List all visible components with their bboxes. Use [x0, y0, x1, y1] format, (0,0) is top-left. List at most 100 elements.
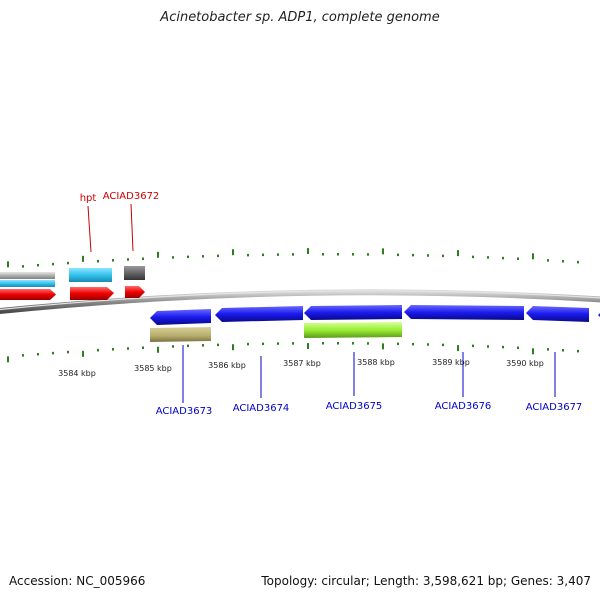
genome-title: Acinetobacter sp. ADP1, complete genome	[160, 10, 440, 25]
minor-tick	[292, 342, 294, 345]
tick-row-lower	[7, 342, 579, 363]
minor-tick	[562, 348, 564, 352]
minor-tick	[472, 344, 474, 348]
aciad3676-arrow	[404, 305, 524, 320]
minor-tick	[292, 253, 294, 256]
hpt-red-arrow	[70, 287, 114, 300]
minor-tick	[187, 344, 189, 348]
gene-label-aciad3674[interactable]: ACIAD3674	[233, 403, 290, 414]
hpt-cyan-feature	[69, 268, 112, 282]
minor-tick	[202, 344, 204, 347]
minor-tick	[262, 253, 264, 257]
minor-tick	[517, 257, 519, 261]
minor-tick	[547, 348, 549, 351]
minor-tick	[397, 342, 399, 346]
minor-tick	[172, 345, 174, 348]
gene-label-aciad3677[interactable]: ACIAD3677	[526, 402, 583, 413]
minor-tick	[322, 253, 324, 256]
aciad3675-arrow	[304, 305, 402, 320]
minor-tick	[412, 342, 414, 346]
minor-tick	[562, 259, 564, 263]
minor-tick	[487, 256, 489, 259]
gene-leader-hpt	[87, 205, 92, 253]
minor-tick	[472, 255, 474, 259]
minor-tick	[577, 349, 579, 353]
minor-tick	[37, 263, 39, 267]
minor-tick	[277, 342, 279, 345]
minor-tick	[247, 342, 249, 346]
kbp-scale-labels: 3584 kbp 3585 kbp 3586 kbp 3587 kbp 3588…	[58, 358, 544, 378]
minor-tick	[337, 342, 339, 345]
minor-tick	[277, 253, 279, 256]
gene-label-aciad3673[interactable]: ACIAD3673	[156, 406, 213, 417]
scale-label-3588: 3588 kbp	[357, 358, 395, 367]
gene-label-aciad3672[interactable]: ACIAD3672	[103, 191, 160, 202]
minor-tick	[352, 342, 354, 345]
genome-backbone	[0, 289, 600, 315]
minor-tick	[112, 259, 114, 262]
gene-label-aciad3675[interactable]: ACIAD3675	[326, 401, 383, 412]
minor-tick	[397, 253, 399, 257]
aciad3672-red-arrow	[125, 286, 145, 298]
minor-tick	[337, 253, 339, 256]
minor-tick	[412, 253, 414, 257]
reverse-strand-features	[150, 305, 600, 342]
forward-strand-features	[0, 266, 145, 300]
minor-tick	[217, 254, 219, 258]
minor-tick	[187, 255, 189, 259]
minor-tick	[427, 343, 429, 346]
minor-tick	[547, 259, 549, 262]
forward-gene-labels: hpt ACIAD3672	[80, 191, 160, 253]
scale-label-3587: 3587 kbp	[283, 359, 321, 368]
minor-tick	[112, 348, 114, 351]
aciad3673-arrow	[150, 309, 211, 325]
reverse-gene-labels: ACIAD3673 ACIAD3674 ACIAD3675 ACIAD3676 …	[156, 345, 583, 417]
aciad3672-grey-feature	[124, 266, 145, 280]
minor-tick	[97, 348, 99, 352]
minor-tick	[202, 255, 204, 258]
minor-tick	[52, 351, 54, 355]
gene-label-hpt[interactable]: hpt	[80, 193, 97, 204]
olive-feature	[150, 327, 211, 342]
grey-cds-arrow	[0, 272, 55, 279]
genome-backbone-highlight	[0, 290, 600, 311]
minor-tick	[142, 257, 144, 260]
minor-tick	[502, 345, 504, 349]
minor-tick	[52, 262, 54, 266]
minor-tick	[367, 342, 369, 345]
minor-tick	[172, 256, 174, 259]
minor-tick	[22, 265, 24, 268]
scale-label-3586: 3586 kbp	[208, 361, 246, 370]
minor-tick	[97, 259, 99, 263]
tick-row-upper	[7, 248, 579, 268]
minor-tick	[427, 254, 429, 257]
minor-tick	[517, 346, 519, 350]
aciad3674-arrow	[215, 306, 303, 322]
scale-label-3589: 3589 kbp	[432, 358, 470, 367]
minor-tick	[352, 253, 354, 256]
minor-tick	[442, 254, 444, 258]
footer-accession: Accession: NC_005966	[9, 574, 146, 588]
minor-tick	[127, 258, 129, 261]
minor-tick	[142, 346, 144, 349]
minor-tick	[127, 347, 129, 350]
minor-tick	[67, 350, 69, 354]
minor-tick	[22, 354, 24, 357]
minor-tick	[37, 352, 39, 356]
gene-label-aciad3676[interactable]: ACIAD3676	[435, 401, 492, 412]
footer-summary: Topology: circular; Length: 3,598,621 bp…	[261, 574, 591, 588]
minor-tick	[367, 253, 369, 256]
minor-tick	[262, 342, 264, 346]
minor-tick	[322, 342, 324, 345]
scale-label-3585: 3585 kbp	[134, 364, 172, 373]
minor-tick	[577, 260, 579, 264]
cyan-cds-arrow	[0, 280, 55, 287]
minor-tick	[442, 343, 444, 347]
scale-label-3584: 3584 kbp	[58, 369, 96, 378]
minor-tick	[217, 343, 219, 347]
lime-feature	[304, 322, 402, 338]
minor-tick	[487, 345, 489, 348]
aciad3677-arrow	[526, 306, 589, 322]
red-cds-arrow	[0, 289, 56, 300]
